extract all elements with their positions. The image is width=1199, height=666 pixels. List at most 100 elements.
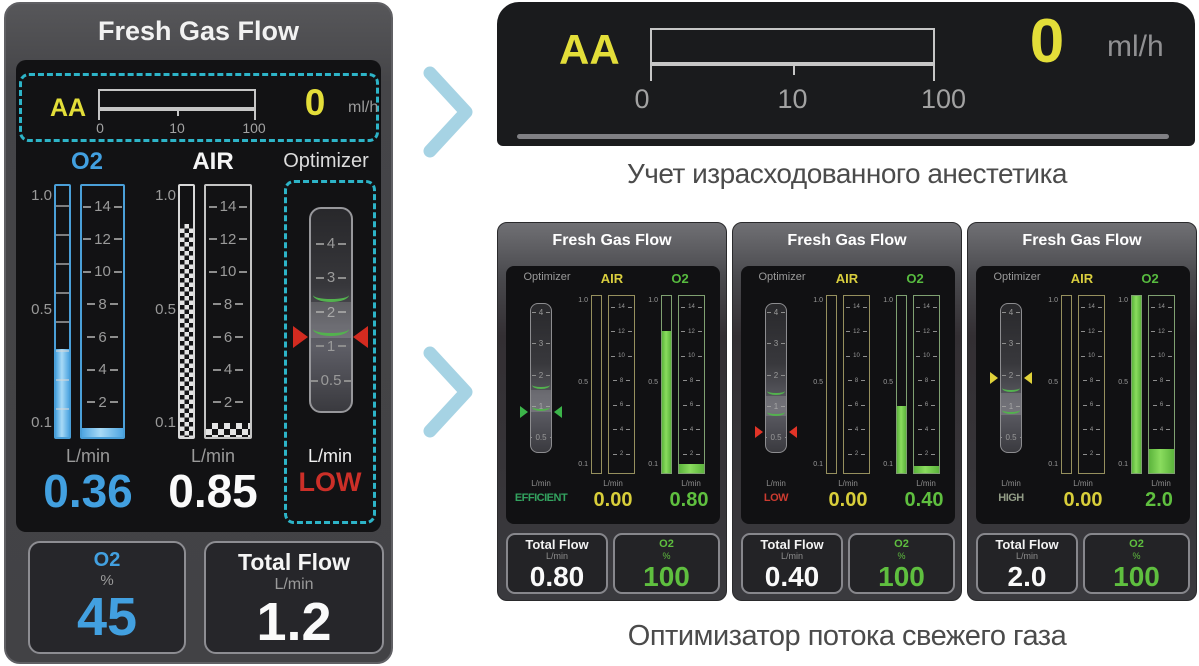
optimizer-panel-efficient: Fresh Gas Flow Optimizer AIR O2 4 3 2 1 0.5 … <box>497 222 727 601</box>
total-flow-button[interactable]: Total Flow L/min 0.80 <box>506 533 608 594</box>
optimizer-upper-arc <box>1002 384 1020 392</box>
o2-box-label: O2 <box>1129 538 1144 550</box>
optimizer-gauge: 4 3 2 1 0.5 <box>530 303 552 453</box>
optimizer-scale: 4 3 2 1 0.5 <box>1001 308 1021 442</box>
total-flow-button[interactable]: Total Flow L/min 0.40 <box>741 533 843 594</box>
optimizer-status: LOW <box>763 492 789 504</box>
o2-value: 2.0 <box>1145 489 1173 511</box>
optimizer-arrow-left <box>520 406 528 418</box>
o2-percent-button[interactable]: O2 % 100 <box>613 533 720 594</box>
aa-value: 0 <box>304 82 326 123</box>
optimizer-gauge: 4 3 2 1 0.5 <box>765 303 787 453</box>
total-flow-value: 1.2 <box>256 592 332 652</box>
optimizer-lower-arc <box>313 322 349 337</box>
aa-unit: ml/h <box>1107 30 1164 63</box>
panel-title: Fresh Gas Flow <box>97 16 300 46</box>
o2-scale-fill <box>82 428 123 437</box>
optimizer-upper-arc <box>532 381 550 389</box>
o2-box-unit: % <box>897 551 906 561</box>
optimizer-scale: 4 3 2 1 0.5 <box>311 235 351 389</box>
aa-unit: ml/h <box>348 99 379 116</box>
o2-percent-button[interactable]: O2 % 100 <box>848 533 955 594</box>
total-flow-unit: L/min <box>274 576 314 593</box>
optimizer-arrow-right <box>1024 372 1032 384</box>
optimizer-unit: L/min <box>307 446 352 466</box>
air-unit: L/min <box>838 479 858 488</box>
aa-gauge-ticks <box>650 64 935 81</box>
aa-gas-label: AA <box>559 26 620 73</box>
o2-small-scale: 1.0 0.5 0.1 <box>31 187 52 431</box>
o2-scale-fill <box>914 466 939 473</box>
optimizer-arrow-left <box>755 426 763 438</box>
o2-flow-fill <box>56 349 69 437</box>
air-large-scale: 14 12 10 8 6 4 2 <box>206 198 250 411</box>
o2-percent-button[interactable]: O2 % 100 <box>1083 533 1190 594</box>
air-label: AIR <box>1070 271 1094 286</box>
air-value: 0.00 <box>1063 489 1103 511</box>
optimizer-scale: 4 3 2 1 0.5 <box>531 308 551 442</box>
air-value: 0.00 <box>828 489 868 511</box>
o2-small-scale: 1.0 0.5 0.1 <box>1118 297 1128 468</box>
air-unit: L/min <box>190 446 235 466</box>
o2-box-value: 100 <box>878 561 925 592</box>
aa-caption: Учет израсходованного анестетика <box>626 158 1068 189</box>
total-flow-button[interactable]: Total Flow L/min 2.0 <box>976 533 1078 594</box>
chevron-right-icon <box>423 66 473 158</box>
optimizer-label: Optimizer <box>758 271 806 283</box>
total-flow-button[interactable]: Total Flow L/min 1.2 <box>204 541 384 654</box>
optimizer-label: Optimizer <box>993 271 1041 283</box>
panel-screen: AA 0 10 100 0 ml/h O2 AIR Optimizer 1.0 0.5… <box>16 60 381 532</box>
total-flow-unit: L/min <box>1015 551 1038 561</box>
air-scale-tube: 14 12 10 8 6 4 2 <box>608 295 635 474</box>
total-flow-value: 2.0 <box>1007 561 1047 592</box>
aa-gauge-tick-labels: 0 10 100 <box>96 120 266 136</box>
optimizer-upper-arc <box>313 288 349 302</box>
optimizer-arrow-right <box>353 326 368 348</box>
total-flow-label: Total Flow <box>760 537 824 552</box>
air-small-scale: 1.0 0.5 0.1 <box>1048 297 1058 468</box>
o2-flow-fill <box>897 405 906 473</box>
air-flow-tube <box>591 295 602 474</box>
total-flow-value: 0.80 <box>529 561 585 592</box>
o2-percent-button[interactable]: O2 % 45 <box>28 541 186 654</box>
o2-value: 0.80 <box>669 489 709 511</box>
panel-screen: Optimizer AIR O2 4 3 2 1 0.5 1.0 0.5 0.1 14 12 1… <box>741 266 955 524</box>
optimizer-lower-arc <box>767 408 785 416</box>
air-value: 0.00 <box>593 489 633 511</box>
air-flow-fill <box>180 223 193 437</box>
aa-gauge-bar <box>650 28 935 64</box>
optimizer-status: HIGH <box>998 492 1024 504</box>
air-scale-tube: 14 12 10 8 6 4 2 <box>204 184 252 439</box>
o2-small-scale: 1.0 0.5 0.1 <box>648 297 658 468</box>
air-large-scale: 14 12 10 8 6 4 2 <box>609 304 634 457</box>
aa-highlight-box[interactable]: AA 0 10 100 0 ml/h <box>19 73 379 142</box>
optimizer-highlight-box[interactable]: 4 3 2 1 0.5 L/min LOW <box>284 180 376 524</box>
optimizer-arrow-left <box>293 326 308 348</box>
air-label: AIR <box>600 271 624 286</box>
total-flow-unit: L/min <box>545 551 568 561</box>
panel-title: Fresh Gas Flow <box>552 232 672 249</box>
optimizer-column-label: Optimizer <box>283 150 369 172</box>
total-flow-unit: L/min <box>780 551 803 561</box>
air-unit: L/min <box>1073 479 1093 488</box>
optimizer-panel-low: Fresh Gas Flow Optimizer AIR O2 4 3 2 1 0.5 … <box>732 222 962 601</box>
panel-title: Fresh Gas Flow <box>1022 232 1142 249</box>
total-flow-label: Total Flow <box>237 549 350 575</box>
o2-unit: L/min <box>65 446 110 466</box>
total-flow-value: 0.40 <box>764 561 820 592</box>
total-flow-label: Total Flow <box>525 537 589 552</box>
optimizer-caption: Оптимизатор потока свежего газа <box>627 620 1067 652</box>
o2-scale-fill <box>1149 449 1174 473</box>
aa-detail-panel: AA 0 10 100 0 ml/h <box>497 2 1195 146</box>
o2-box-label: O2 <box>659 538 674 550</box>
chevron-right-icon <box>423 346 473 438</box>
o2-flow-tube <box>54 184 71 439</box>
o2-value: 0.40 <box>904 489 944 511</box>
air-label: AIR <box>835 271 859 286</box>
